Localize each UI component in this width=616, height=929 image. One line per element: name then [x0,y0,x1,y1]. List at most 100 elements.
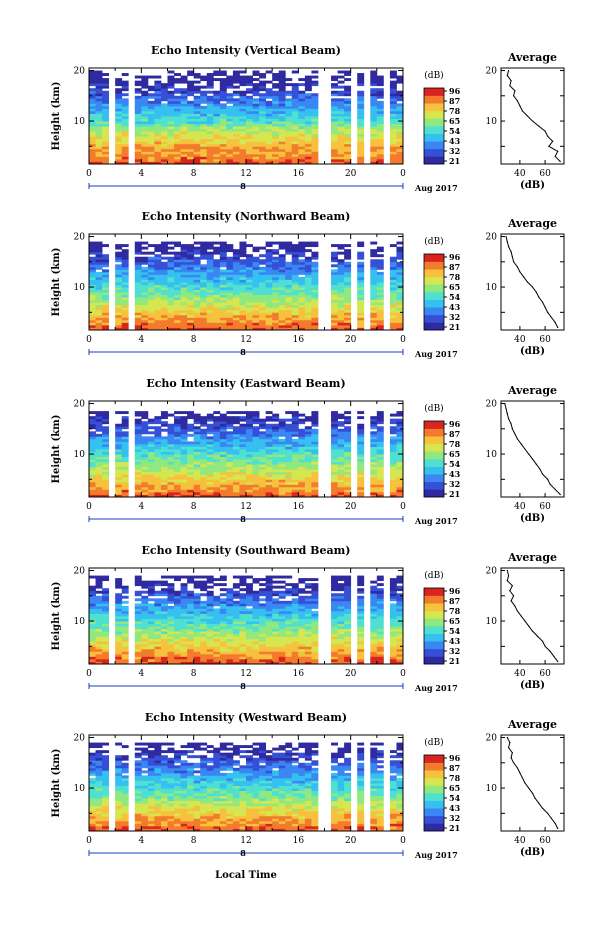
heatmap-cell [160,661,168,665]
heatmap-cell [167,261,175,265]
heatmap-cell [246,431,253,435]
heatmap-cell [174,638,181,642]
heatmap-cell [285,274,293,278]
heatmap-cell [396,269,404,273]
heatmap-cell [187,259,195,263]
heatmap-cell [265,103,273,107]
heatmap-cell [232,633,240,637]
heatmap-cell [95,307,103,311]
heatmap-cell [331,428,338,432]
heatmap-cell [213,322,221,326]
heatmap-cell [187,146,195,150]
heatmap-cell [298,118,306,122]
heatmap-cell [95,636,103,640]
heatmap-cell [239,70,247,74]
heatmap-cell [246,138,253,142]
heatmap-cell [389,261,397,265]
heatmap-cell [160,85,168,89]
heatmap-cell [200,621,208,624]
heatmap-cell [232,428,240,432]
heatmap-cell [89,264,96,268]
heatmap-cell [174,643,181,647]
heatmap-cell [174,121,181,124]
heatmap-cell [206,464,214,468]
heatmap-cell [180,103,188,107]
heatmap-cell [298,489,306,493]
heatmap-cell [95,443,103,447]
heatmap-cell [167,266,175,270]
heatmap-cell [259,121,267,124]
heatmap-cell [265,156,273,160]
heatmap-cell [272,121,280,124]
heatmap-cell [187,302,195,306]
colorbar-tick-label: 96 [449,419,461,429]
heatmap-cell [95,271,103,275]
heatmap-cell [344,443,352,447]
heatmap-cell [154,593,162,597]
heatmap-cell [370,297,378,301]
heatmap-cell [121,156,129,160]
heatmap-cell [278,421,286,425]
heatmap-cell [180,616,188,619]
heatmap-cell [174,294,181,298]
heatmap-cell [95,623,103,627]
heatmap-cell [134,476,142,480]
heatmap-cell [160,636,168,640]
heatmap-cell [396,494,404,498]
heatmap-cell [389,121,397,124]
heatmap-cell [121,146,129,150]
heatmap-cell [174,309,181,313]
colorbar-segment [424,421,444,429]
heatmap-cell [180,123,188,127]
heatmap-cell [187,276,195,280]
heatmap-cell [219,116,227,119]
heatmap-cell [134,304,142,308]
profile-point [557,150,559,152]
heatmap-cell [95,309,103,313]
heatmap-cell [206,443,214,447]
heatmap-cell [134,578,142,582]
heatmap-cell [396,156,404,160]
heatmap-cell [115,454,123,457]
heatmap-cell [115,156,123,160]
heatmap-cell [141,595,149,599]
heatmap-cell [141,610,149,614]
heatmap-cell [389,307,397,311]
heatmap-cell [95,110,103,114]
heatmap-cell [134,616,142,619]
heatmap-cell [291,459,299,463]
heatmap-cell [304,264,312,268]
heatmap-cell [239,251,247,255]
heatmap-cell [147,75,155,79]
heatmap-cell [311,479,319,483]
heatmap-cell [265,254,273,258]
heatmap-cell [200,575,208,579]
heatmap-cell [160,153,168,157]
heatmap-cell [291,322,299,326]
heatmap-cell [232,93,240,97]
heatmap-cell [389,93,397,97]
heatmap-cell [160,136,168,140]
heatmap-cell [311,459,319,463]
heatmap-cell [304,266,312,270]
heatmap-cell [160,653,168,657]
heatmap-cell [180,638,188,642]
heatmap-cell [226,431,234,435]
heatmap-cell [95,643,103,647]
heatmap-cell [252,274,260,278]
heatmap-cell [167,636,175,640]
heatmap-cell [213,126,221,130]
heatmap-cell [206,312,214,316]
heatmap-cell [180,287,188,290]
heatmap-cell [95,474,103,478]
heatmap-cell [304,292,312,296]
heatmap-cell [291,314,299,318]
heatmap-cell [121,259,129,263]
heatmap-cell [331,158,338,162]
profile-point [505,407,507,410]
heatmap-cell [246,156,253,160]
heatmap-cell [291,95,299,99]
heatmap-cell [141,299,149,303]
heatmap-cell [95,108,103,112]
heatmap-cell [331,423,338,427]
